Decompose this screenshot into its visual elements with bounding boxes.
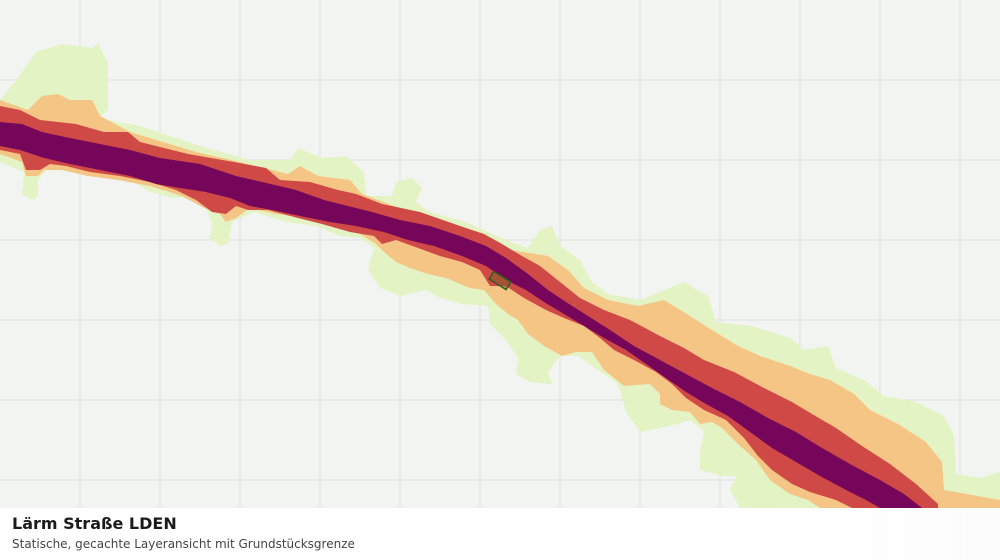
parcel-fill (489, 271, 511, 290)
map-subtitle: Statische, gecachte Layeransicht mit Gru… (12, 537, 355, 551)
map-caption: Lärm Straße LDEN Statische, gecachte Lay… (0, 508, 1000, 560)
core-band-main (0, 122, 922, 508)
inner-band-main (0, 106, 938, 508)
parcel-outline (488, 270, 512, 291)
parcel-boundary[interactable] (488, 270, 512, 291)
core-noise-band (0, 122, 922, 508)
map-title: Lärm Straße LDEN (12, 514, 177, 533)
inner-noise-band (0, 106, 938, 508)
